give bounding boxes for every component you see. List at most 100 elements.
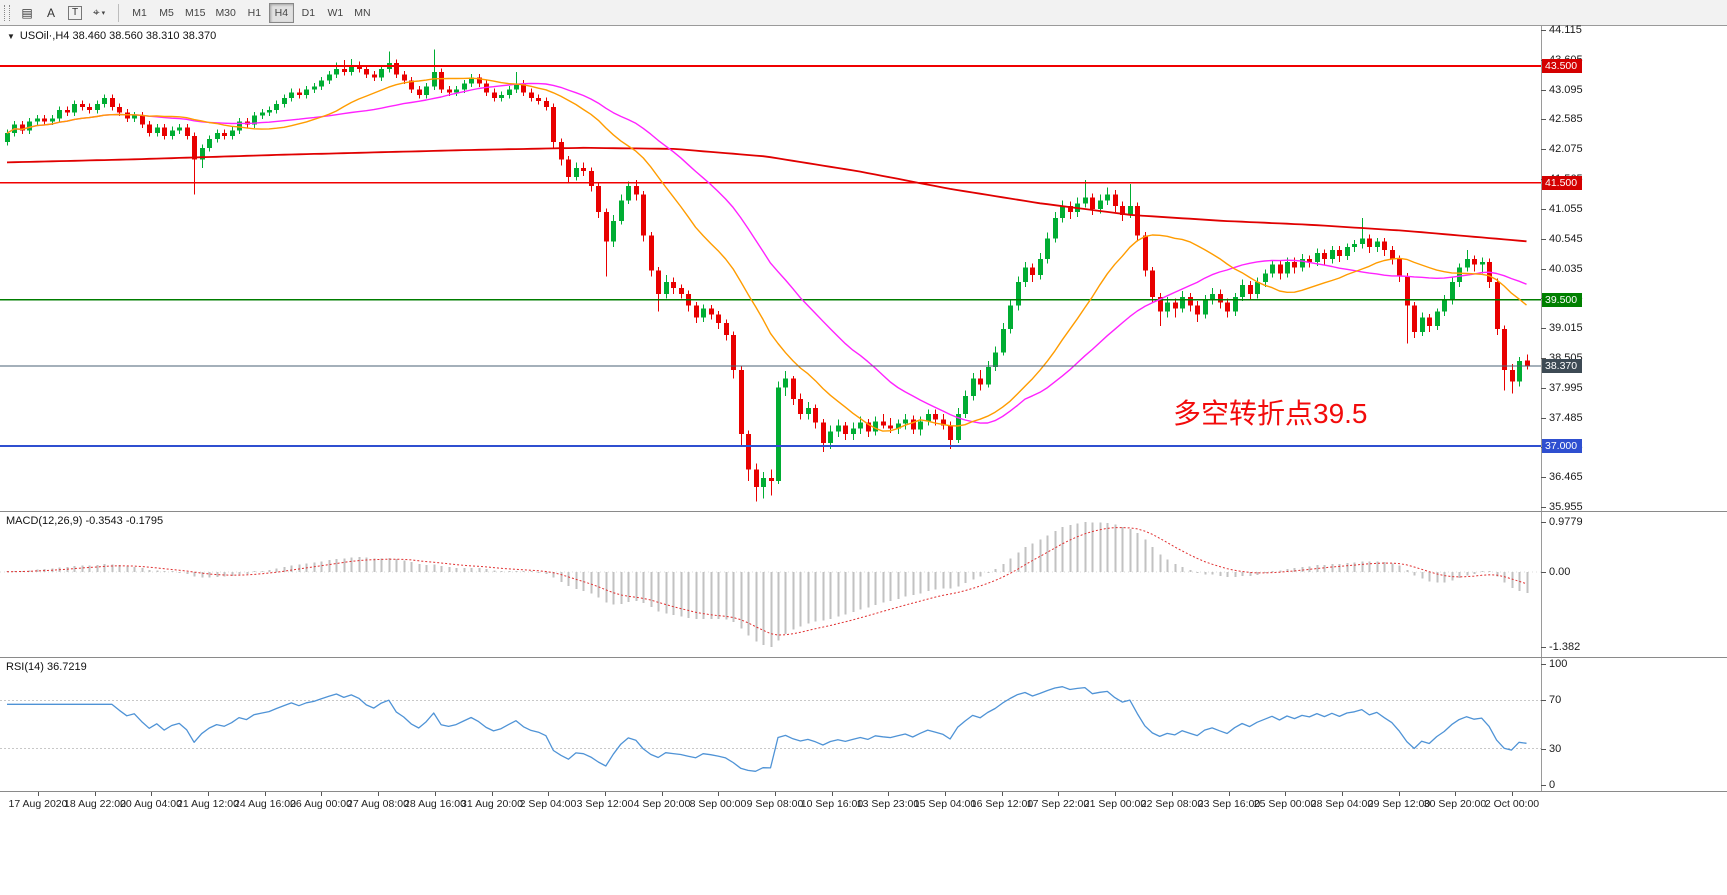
price-axis-label: 40.545 (1541, 232, 1583, 245)
time-tick (1399, 792, 1400, 796)
timeframe-toolbar: M1 M5 M15 M30 H1 H4 D1 W1 MN (126, 2, 376, 23)
time-axis[interactable]: 17 Aug 2020 18 Aug 22:00 20 Aug 04:00 21 Au… (0, 791, 1727, 813)
macd-axis-zero: 0.00 (1540, 565, 1571, 578)
date-label: 28 Sep 04:00 (1310, 798, 1374, 810)
rsi-axis[interactable]: 100 70 30 0 (1540, 658, 1727, 791)
date-label: 2 Sep 04:00 (519, 798, 577, 810)
candles-layer (5, 49, 1530, 502)
timeframe-button-mn[interactable]: MN (350, 3, 375, 23)
slow-ma-line (6, 146, 1527, 243)
hline-price-tag: 43.500 (1542, 58, 1583, 73)
date-label: 24 Aug 16:00 (234, 798, 296, 810)
date-label: 17 Sep 22:00 (1026, 798, 1090, 810)
time-tick (548, 792, 549, 796)
fast-ma-line (6, 77, 1527, 432)
macd-histogram (6, 522, 1529, 647)
date-label: 29 Sep 12:00 (1367, 798, 1431, 810)
mid-ma-line (6, 82, 1527, 424)
time-tick (718, 792, 719, 796)
date-label: 20 Aug 04:00 (120, 798, 182, 810)
time-tick (1058, 792, 1059, 796)
timeframe-button-h4[interactable]: H4 (268, 2, 294, 23)
time-tick (662, 792, 663, 796)
price-axis-label: 38.505 (1541, 352, 1583, 364)
time-tick (945, 792, 946, 796)
rsi-axis-label: 100 (1540, 658, 1568, 670)
hline-price-tag: 41.500 (1542, 175, 1583, 190)
macd-signal-line (6, 527, 1527, 636)
price-axis-label: 43.095 (1541, 83, 1583, 96)
date-label: 4 Sep 20:00 (633, 798, 691, 810)
price-axis-label: 41.055 (1541, 202, 1583, 215)
toolbar-separator (118, 3, 119, 22)
time-tick (832, 792, 833, 796)
time-tick (95, 792, 96, 796)
timeframe-button-m30[interactable]: M30 (211, 3, 239, 23)
time-tick (1512, 792, 1513, 796)
macd-axis[interactable]: 0.9779 0.00 -1.382 (1540, 512, 1727, 657)
text-tool-icon[interactable]: T (63, 2, 87, 24)
timeframe-button-m5[interactable]: M5 (154, 3, 179, 23)
cursor-tool-icon[interactable]: A (46, 5, 55, 20)
rsi-label: RSI(14) 36.7219 (6, 661, 87, 673)
symbol-dropdown-icon[interactable]: ▼ (7, 31, 15, 41)
time-tick (888, 792, 889, 796)
price-axis-label: 39.015 (1541, 322, 1583, 335)
chart-text-annotation[interactable]: 多空转折点39.5 (1173, 398, 1368, 429)
time-tick (208, 792, 209, 796)
macd-canvas[interactable] (0, 512, 1541, 657)
charts-list-icon[interactable]: ▤ (21, 5, 33, 20)
horizontal-lines-layer[interactable] (0, 65, 1541, 447)
symbol-title: USOil·,H4 38.460 38.560 38.310 38.370 (19, 30, 217, 42)
price-axis-label: 37.485 (1541, 411, 1583, 424)
time-tick (378, 792, 379, 796)
dropdown-caret-icon[interactable]: ▾ (101, 9, 106, 17)
price-axis[interactable]: 44.11543.60543.09542.58542.07541.56541.0… (1541, 25, 1727, 513)
price-axis-label: 40.035 (1541, 262, 1583, 275)
price-axis-label: 36.465 (1541, 471, 1583, 484)
date-label: 30 Sep 20:00 (1423, 798, 1487, 810)
time-tick (1229, 792, 1230, 796)
date-label: 8 Sep 00:00 (689, 798, 747, 810)
date-label: 15 Sep 04:00 (913, 798, 977, 810)
date-label: 25 Sep 00:00 (1253, 798, 1317, 810)
timeframe-button-m1[interactable]: M1 (127, 3, 152, 23)
timeframe-button-m15[interactable]: M15 (181, 3, 209, 23)
time-tick (1115, 792, 1116, 796)
rsi-canvas[interactable] (0, 658, 1541, 791)
price-axis-label: 42.075 (1541, 143, 1583, 156)
macd-label: MACD(12,26,9) -0.3543 -0.1795 (6, 515, 164, 527)
time-tick (38, 792, 39, 796)
hline-price-tag: 39.500 (1542, 292, 1583, 307)
rsi-axis-label: 70 (1540, 694, 1562, 707)
date-label: 9 Sep 08:00 (746, 798, 804, 810)
time-tick (1342, 792, 1343, 796)
date-label: 2 Oct 00:00 (1484, 798, 1540, 810)
macd-axis-min: -1.382 (1540, 641, 1581, 653)
date-label: 21 Sep 00:00 (1083, 798, 1147, 810)
time-tick (492, 792, 493, 796)
drawing-tools-group: ▤ A T ⌖ ▾ (15, 2, 111, 24)
timeframe-button-w1[interactable]: W1 (323, 3, 348, 23)
crosshair-tool-icon[interactable]: ⌖ ▾ (92, 5, 106, 19)
date-label: 23 Sep 16:00 (1197, 798, 1261, 810)
time-tick (1002, 792, 1003, 796)
date-label: 13 Sep 23:00 (856, 798, 920, 810)
date-label: 26 Aug 00:00 (290, 798, 352, 810)
toolbar-grip[interactable] (4, 4, 10, 21)
date-label: 17 Aug 2020 (8, 798, 68, 810)
current-price-tag: 38.370 (1542, 358, 1583, 373)
timeframe-button-d1[interactable]: D1 (296, 3, 321, 23)
time-tick (1285, 792, 1286, 796)
rsi-axis-label: 30 (1540, 742, 1562, 755)
main-chart-canvas[interactable] (0, 26, 1541, 511)
time-tick (151, 792, 152, 796)
symbol-ohlc-line[interactable]: ▼ USOil·,H4 38.460 38.560 38.310 38.370 (7, 30, 216, 42)
time-tick (321, 792, 322, 796)
price-chart-panel: ▼ USOil·,H4 38.460 38.560 38.310 38.370 … (0, 25, 1727, 513)
price-axis-label: 42.585 (1541, 113, 1583, 126)
date-label: 10 Sep 16:00 (800, 798, 864, 810)
timeframe-button-h1[interactable]: H1 (242, 3, 267, 23)
rsi-axis-label: 0 (1540, 779, 1556, 791)
rsi-line (7, 686, 1527, 772)
